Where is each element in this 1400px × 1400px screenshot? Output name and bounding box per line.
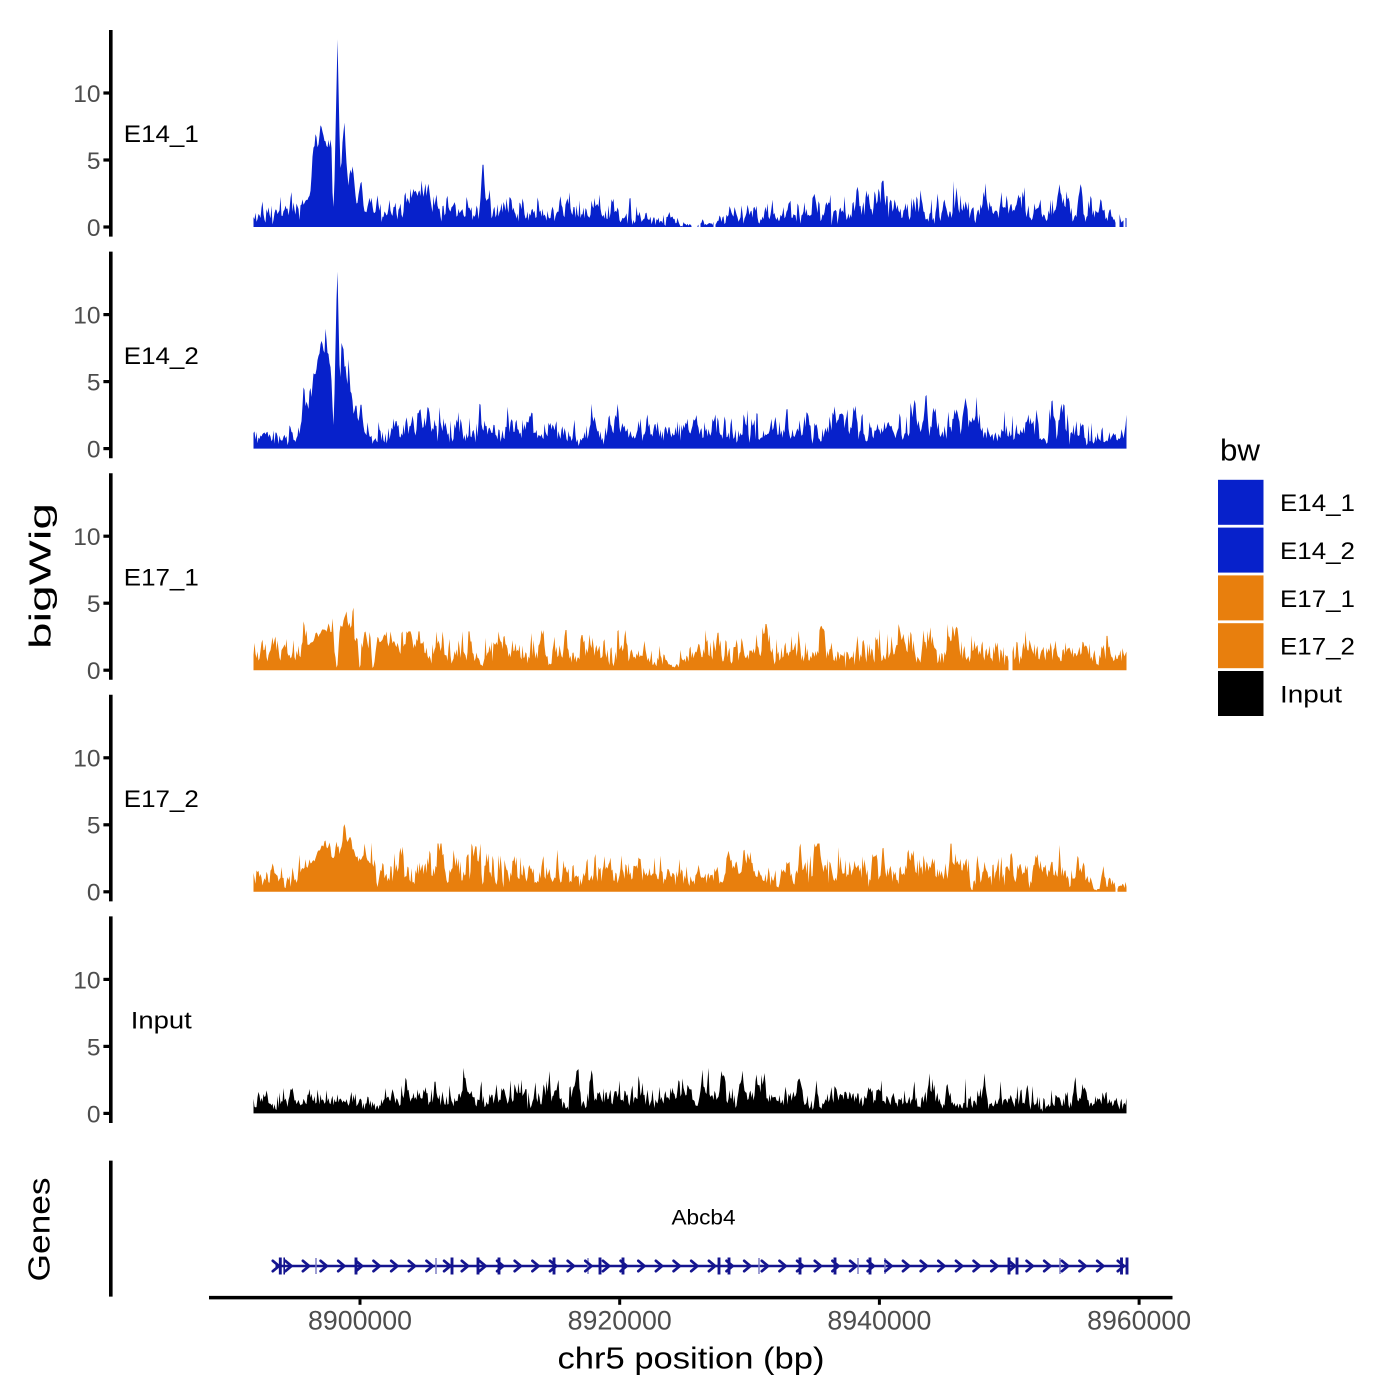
svg-text:bigWig: bigWig [23, 503, 58, 649]
svg-text:chr5 position (bp): chr5 position (bp) [558, 1341, 825, 1376]
svg-text:8940000: 8940000 [827, 1306, 931, 1336]
svg-text:0: 0 [87, 215, 101, 242]
svg-text:E17_2: E17_2 [124, 786, 199, 813]
svg-text:10: 10 [73, 303, 100, 330]
svg-text:10: 10 [73, 967, 100, 994]
svg-text:E17_1: E17_1 [1280, 586, 1355, 613]
svg-text:8920000: 8920000 [568, 1306, 672, 1336]
svg-text:0: 0 [87, 1101, 101, 1128]
svg-text:bw: bw [1220, 433, 1261, 468]
svg-text:E14_2: E14_2 [124, 343, 199, 370]
svg-text:E17_1: E17_1 [124, 564, 199, 591]
svg-text:E14_1: E14_1 [1280, 490, 1355, 517]
svg-text:8960000: 8960000 [1087, 1306, 1191, 1336]
svg-text:E17_2: E17_2 [1280, 634, 1355, 661]
svg-text:10: 10 [73, 81, 100, 108]
svg-text:Input: Input [1280, 681, 1342, 708]
svg-text:5: 5 [87, 1034, 101, 1061]
svg-text:Abcb4: Abcb4 [672, 1207, 736, 1230]
svg-text:5: 5 [87, 148, 101, 175]
svg-text:5: 5 [87, 591, 101, 618]
svg-text:E14_2: E14_2 [1280, 538, 1355, 565]
svg-text:Input: Input [131, 1008, 192, 1035]
svg-text:0: 0 [87, 437, 101, 464]
svg-text:5: 5 [87, 813, 101, 840]
svg-text:Genes: Genes [22, 1178, 57, 1282]
svg-text:10: 10 [73, 746, 100, 773]
svg-text:0: 0 [87, 880, 101, 907]
svg-text:0: 0 [87, 658, 101, 685]
svg-text:E14_1: E14_1 [124, 121, 199, 148]
svg-text:8900000: 8900000 [308, 1306, 412, 1336]
svg-text:5: 5 [87, 370, 101, 397]
svg-text:10: 10 [73, 524, 100, 551]
